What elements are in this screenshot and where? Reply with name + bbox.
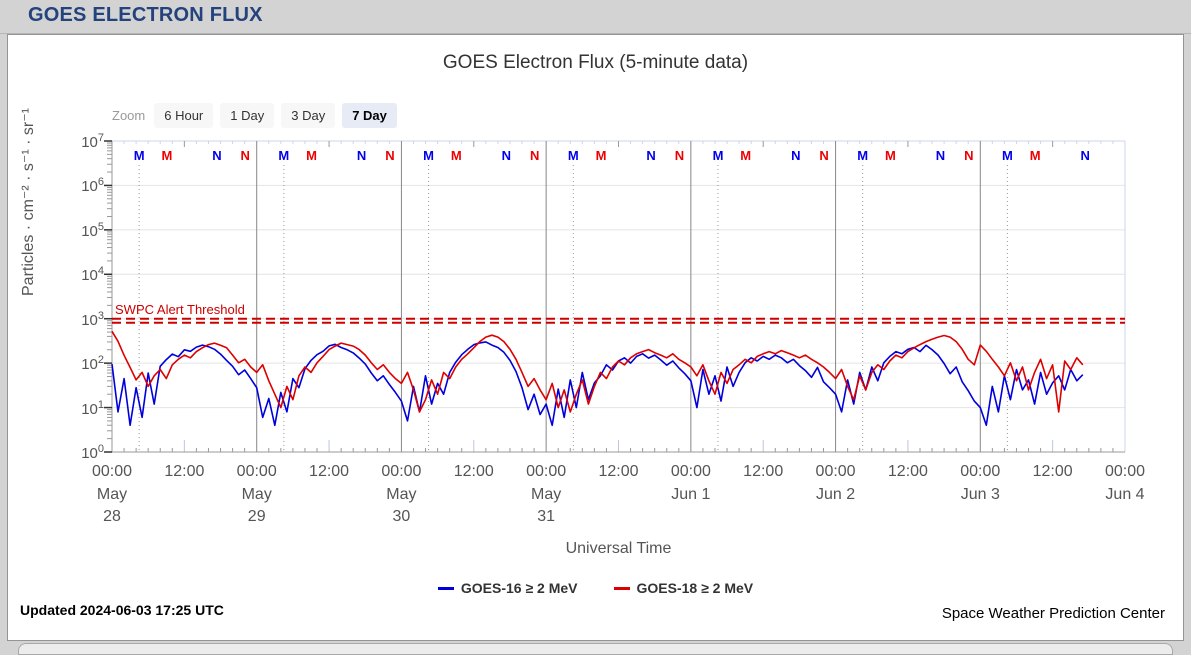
- x-tick-label: Jun 4: [1105, 486, 1145, 503]
- x-tick-label: 12:00: [453, 463, 494, 480]
- x-tick-label: May 30: [386, 486, 417, 525]
- zoom-3day-button[interactable]: 3 Day: [281, 103, 336, 128]
- legend-item-goes16[interactable]: GOES-16 ≥ 2 MeV: [437, 580, 578, 596]
- y-tick-label: 103: [81, 309, 104, 329]
- x-tick-label: 12:00: [887, 463, 928, 480]
- swpc-credit: Space Weather Prediction Center: [941, 605, 1165, 622]
- y-tick-label: 106: [81, 176, 104, 196]
- x-tick-label: 00:00: [381, 463, 422, 480]
- zoom-1day-button[interactable]: 1 Day: [220, 103, 275, 128]
- x-tick-label: 00:00: [1104, 463, 1146, 480]
- x-tick-label: 00:00: [91, 463, 133, 480]
- x-tick-label: Jun 2: [815, 486, 856, 503]
- legend-label-goes16: GOES-16 ≥ 2 MeV: [460, 580, 578, 596]
- y-tick-label: 107: [81, 132, 104, 151]
- y-tick-label: 105: [81, 220, 104, 240]
- goes18-line-swatch: [613, 586, 630, 590]
- zoom-range-selector: Zoom 6 Hour 1 Day 3 Day 7 Day: [112, 103, 397, 128]
- updated-timestamp: Updated 2024-06-03 17:25 UTC: [20, 602, 224, 618]
- x-axis-title: Universal Time: [565, 540, 672, 557]
- x-tick-label: Jun 3: [960, 486, 1000, 503]
- x-tick-label: May 31: [531, 486, 562, 525]
- x-tick-label: May 29: [241, 486, 272, 525]
- goes16-line-swatch: [437, 586, 454, 590]
- next-panel-edge: [18, 643, 1173, 655]
- x-tick-label: 00:00: [815, 463, 856, 480]
- y-tick-label: 102: [81, 354, 104, 374]
- y-tick-label: 101: [81, 398, 104, 418]
- y-tick-label: 100: [81, 443, 104, 462]
- page-header: GOES ELECTRON FLUX: [0, 0, 1191, 34]
- x-tick-label: 00:00: [236, 463, 277, 480]
- zoom-6hour-button[interactable]: 6 Hour: [154, 103, 214, 128]
- x-tick-label: Jun 1: [671, 486, 711, 503]
- chart-legend: GOES-16 ≥ 2 MeV GOES-18 ≥ 2 MeV: [0, 580, 1191, 596]
- legend-label-goes18: GOES-18 ≥ 2 MeV: [636, 580, 754, 596]
- y-tick-label: 104: [81, 265, 104, 285]
- threshold-label: SWPC Alert Threshold: [115, 301, 245, 317]
- x-tick-label: 00:00: [670, 463, 711, 480]
- zoom-7day-button[interactable]: 7 Day: [342, 103, 397, 128]
- chart-menu-button[interactable]: [1141, 57, 1167, 79]
- page-title: GOES ELECTRON FLUX: [28, 4, 263, 26]
- zoom-label: Zoom: [112, 108, 146, 123]
- x-tick-label: 00:00: [960, 463, 1001, 480]
- chart-title: GOES Electron Flux (5-minute data): [442, 52, 749, 73]
- x-tick-label: 00:00: [526, 463, 567, 480]
- x-tick-label: 12:00: [743, 463, 784, 480]
- x-tick-label: 12:00: [598, 463, 639, 480]
- x-tick-label: 12:00: [1032, 463, 1073, 480]
- legend-item-goes18[interactable]: GOES-18 ≥ 2 MeV: [613, 580, 754, 596]
- x-tick-label: May 28: [96, 486, 128, 525]
- x-tick-label: 12:00: [309, 463, 350, 480]
- x-tick-label: 12:00: [164, 463, 205, 480]
